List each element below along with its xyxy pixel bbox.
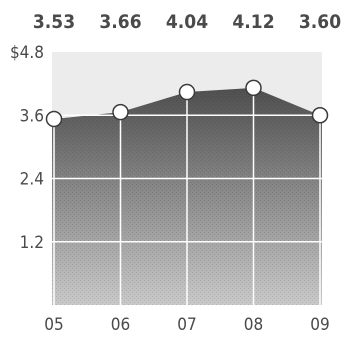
value-label-06: 3.66 (99, 11, 141, 33)
data-point-08 (245, 79, 262, 97)
data-point-06 (112, 103, 129, 121)
value-label-07: 4.04 (166, 11, 208, 33)
y-tick-label-0: $4.8 (10, 43, 44, 63)
value-label-05: 3.53 (33, 11, 75, 33)
x-tick-label-09: 09 (310, 315, 329, 335)
marker-layer (45, 79, 329, 128)
data-point-07 (178, 83, 196, 101)
y-tick-label-1: 3.6 (20, 106, 44, 126)
x-tick-label-05: 05 (44, 315, 63, 335)
value-label-09: 3.60 (299, 11, 341, 33)
y-tick-label-2: 2.4 (20, 170, 44, 190)
data-point-05 (45, 110, 63, 128)
y-tick-label-3: 1.2 (20, 233, 44, 253)
data-point-09 (311, 107, 329, 124)
x-tick-label-06: 06 (111, 315, 130, 335)
grid-layer (52, 87, 322, 305)
x-tick-label-08: 08 (244, 315, 263, 335)
x-tick-label-07: 07 (177, 315, 196, 335)
value-label-08: 4.12 (232, 11, 274, 33)
label-layer: 3.53 3.66 4.04 4.12 3.60 $4.8 3.6 2.4 1.2 05 06 07 0… (10, 11, 341, 335)
